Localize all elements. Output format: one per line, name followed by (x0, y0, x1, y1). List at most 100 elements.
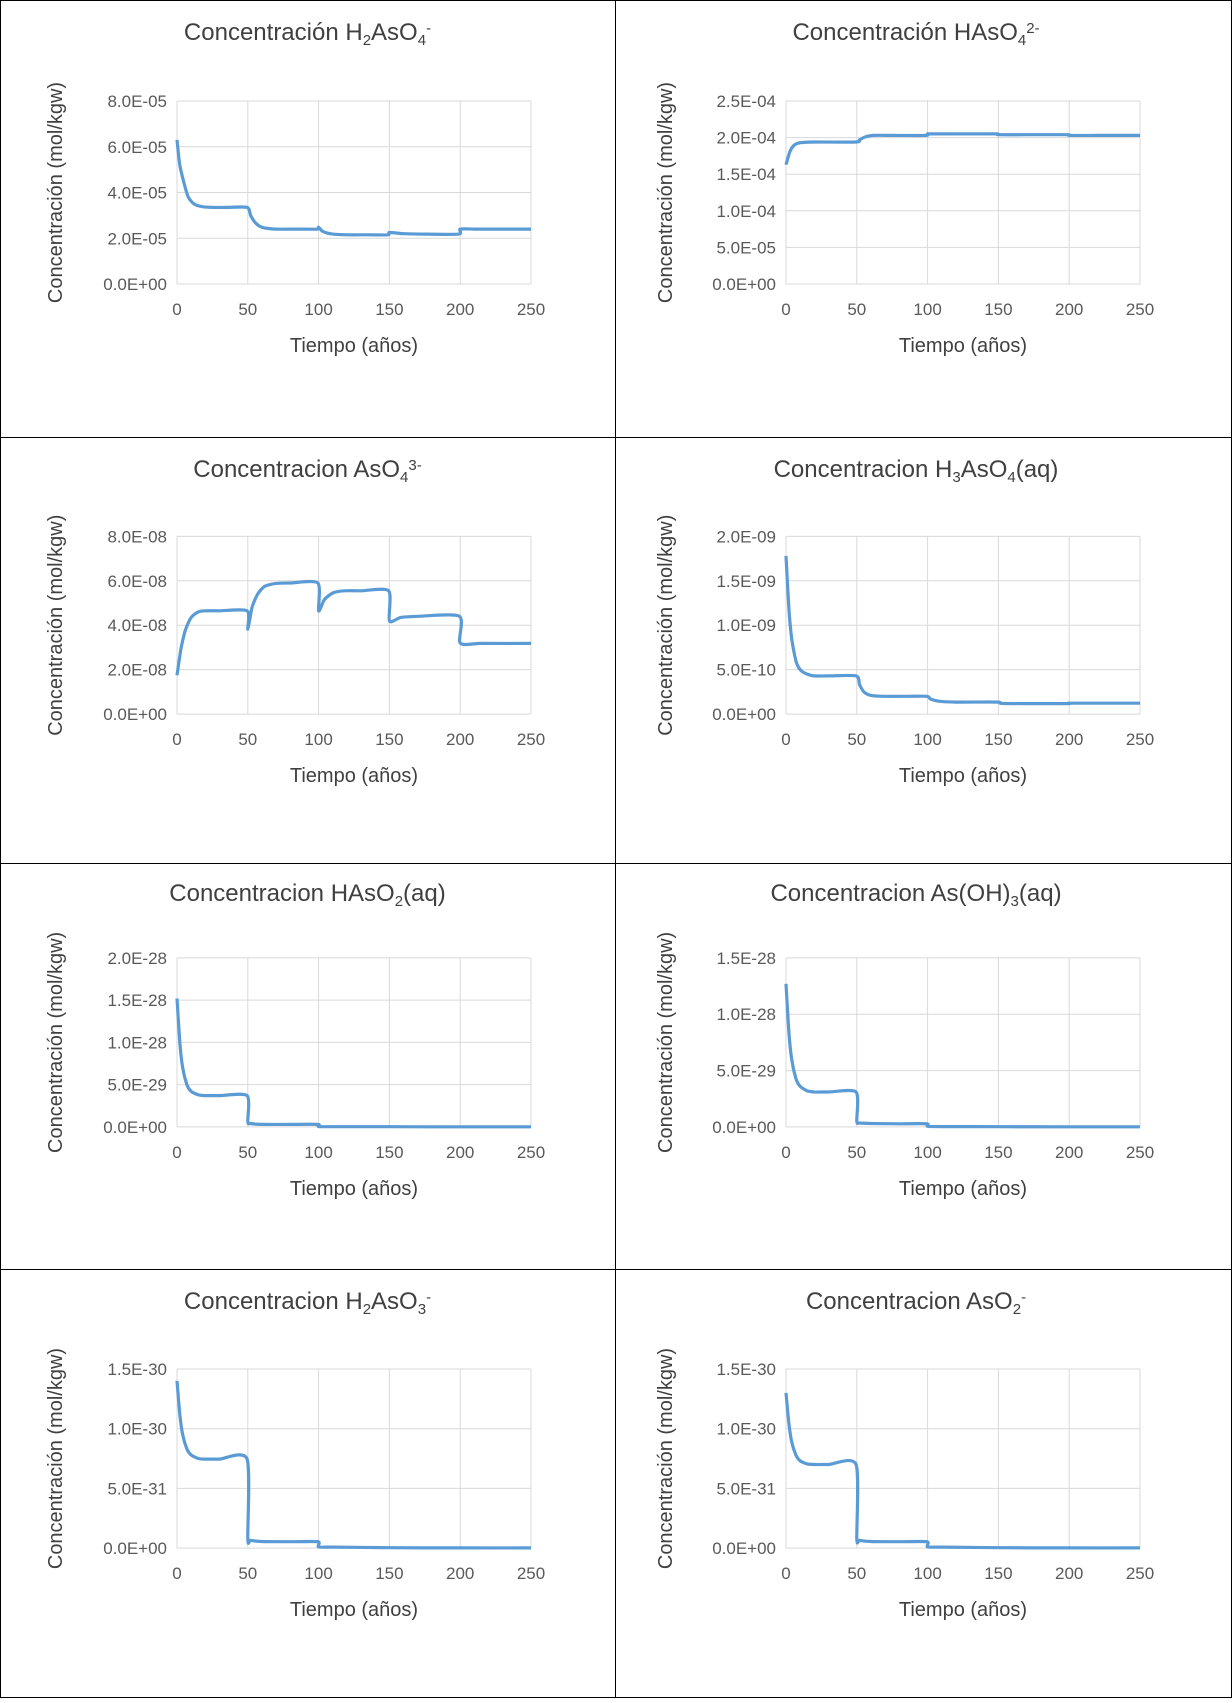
y-tick-label: 6.0E-08 (107, 572, 167, 591)
y-tick-label: 1.0E-30 (716, 1420, 776, 1439)
series-line (784, 132, 1140, 166)
x-tick-label: 200 (1055, 300, 1083, 319)
chart-aso4: Concentracion AsO43- 0.0E+00 2.0E-08 4.0E-0… (45, 456, 545, 787)
series-line (784, 555, 1140, 706)
y-tick-label: 2.5E-04 (716, 92, 776, 111)
chart-title: Concentración HAsO42- (792, 19, 1039, 49)
y-tick-label: 1.5E-09 (716, 572, 776, 591)
x-tick-label: 0 (172, 1564, 181, 1583)
y-tick-label: 5.0E-31 (716, 1479, 776, 1498)
series-line (784, 983, 1140, 1129)
y-axis-label: Concentración (mol/kgw) (45, 515, 67, 736)
y-tick-label: 1.0E-04 (716, 202, 776, 221)
chart-title-part: - (1021, 1289, 1026, 1306)
chart-title-part: 4 (418, 32, 426, 49)
chart-title-part: 4 (400, 468, 408, 485)
x-tick-label: 100 (304, 730, 332, 749)
chart-panel-3: Concentracion AsO43- 0.0E+00 2.0E-08 4.0E-0… (0, 438, 615, 863)
table-border-middle (615, 0, 616, 1698)
chart-panel-4: Concentracion H3AsO4(aq) 0.0E+00 5.0E-10 1.… (616, 438, 1232, 863)
x-tick-label: 150 (375, 1143, 403, 1162)
y-tick-label: 5.0E-29 (716, 1062, 776, 1081)
y-tick-label: 1.0E-28 (716, 1005, 776, 1024)
chart-title-part: 2 (363, 1301, 371, 1318)
y-tick-label: 4.0E-05 (107, 184, 167, 203)
x-tick-label: 100 (304, 1564, 332, 1583)
chart-title-part: 2 (1013, 1301, 1021, 1318)
x-axis-label: Tiempo (años) (290, 335, 418, 357)
x-tick-label: 0 (781, 730, 790, 749)
chart-title-part: Concentración H (184, 19, 363, 46)
x-axis-label: Tiempo (años) (899, 765, 1027, 787)
chart-asoh3: Concentracion As(OH)3(aq) 0.0E+00 5.0E-29 1… (655, 880, 1154, 1200)
chart-title-part: 3- (408, 457, 421, 474)
y-axis-label: Concentración (mol/kgw) (45, 932, 67, 1153)
x-tick-label: 100 (913, 1143, 941, 1162)
x-axis-label: Tiempo (años) (290, 1599, 418, 1621)
x-tick-label: 250 (517, 1143, 545, 1162)
chart-title-part: Concentracion HAsO (169, 880, 394, 907)
y-tick-label: 5.0E-29 (107, 1076, 167, 1095)
series-line (175, 1380, 532, 1550)
y-tick-label: 0.0E+00 (712, 1118, 776, 1137)
chart-title-part: AsO (371, 19, 418, 46)
x-tick-label: 0 (172, 300, 181, 319)
chart-title: Concentracion AsO43- (193, 456, 421, 486)
chart-title-part: 3 (952, 468, 960, 485)
x-axis-label: Tiempo (años) (899, 335, 1027, 357)
chart-title-part: AsO (961, 456, 1008, 483)
y-axis-label: Concentración (mol/kgw) (655, 82, 677, 303)
table-border-left (0, 0, 1, 1698)
chart-title-part: (aq) (1019, 880, 1062, 907)
chart-title-part: Concentracion AsO (806, 1288, 1013, 1315)
chart-panel-8: Concentracion AsO2- 0.0E+00 5.0E-31 1.0E-30… (616, 1270, 1232, 1698)
x-tick-label: 100 (913, 1564, 941, 1583)
x-tick-label: 100 (304, 1143, 332, 1162)
x-tick-label: 250 (517, 730, 545, 749)
table-border-row3 (0, 1269, 1232, 1270)
chart-title-part: 4 (1007, 468, 1015, 485)
x-tick-label: 100 (913, 730, 941, 749)
chart-aso2: Concentracion AsO2- 0.0E+00 5.0E-31 1.0E-30… (655, 1288, 1154, 1621)
x-tick-label: 0 (781, 300, 790, 319)
chart-haso2: Concentracion HAsO2(aq) 0.0E+00 5.0E-29 1.0… (45, 880, 545, 1200)
chart-title: Concentracion H2AsO3- (184, 1288, 431, 1318)
y-tick-label: 2.0E-08 (107, 661, 167, 680)
y-tick-label: 4.0E-08 (107, 616, 167, 635)
y-axis-label: Concentración (mol/kgw) (45, 82, 67, 303)
chart-title: Concentracion HAsO2(aq) (169, 880, 445, 910)
x-tick-label: 200 (446, 730, 474, 749)
table-border-top (0, 0, 1232, 1)
x-tick-label: 150 (984, 300, 1012, 319)
x-tick-label: 150 (375, 730, 403, 749)
chart-title-part: 2- (1026, 20, 1039, 37)
y-tick-label: 0.0E+00 (103, 275, 167, 294)
chart-title: Concentración H2AsO4- (184, 19, 431, 49)
x-tick-label: 50 (238, 300, 257, 319)
y-tick-label: 8.0E-05 (107, 92, 167, 111)
chart-title-part: Concentración HAsO (792, 19, 1017, 46)
x-tick-label: 0 (172, 730, 181, 749)
y-tick-label: 5.0E-31 (107, 1479, 167, 1498)
x-tick-label: 200 (1055, 730, 1083, 749)
y-tick-label: 1.5E-28 (716, 949, 776, 968)
chart-panel-1: Concentración H2AsO4- 0.0E+00 2.0E-05 4.0E-… (0, 0, 615, 437)
chart-title-part: 3 (1011, 893, 1019, 910)
chart-title-part: Concentracion As(OH) (770, 880, 1010, 907)
table-border-row2 (0, 863, 1232, 864)
chart-title: Concentracion As(OH)3(aq) (770, 880, 1061, 910)
y-tick-label: 0.0E+00 (712, 275, 776, 294)
x-tick-label: 250 (1126, 300, 1154, 319)
x-tick-label: 50 (238, 1143, 257, 1162)
chart-title-part: Concentracion H (184, 1288, 363, 1315)
x-tick-label: 200 (446, 300, 474, 319)
x-tick-label: 250 (517, 300, 545, 319)
x-tick-label: 50 (238, 1564, 257, 1583)
x-tick-label: 250 (1126, 1564, 1154, 1583)
y-tick-label: 5.0E-05 (716, 238, 776, 257)
x-tick-label: 0 (781, 1564, 790, 1583)
chart-panel-7: Concentracion H2AsO3- 0.0E+00 5.0E-31 1.0E-… (0, 1270, 615, 1698)
x-tick-label: 250 (1126, 1143, 1154, 1162)
x-tick-label: 0 (781, 1143, 790, 1162)
x-tick-label: 0 (172, 1143, 181, 1162)
